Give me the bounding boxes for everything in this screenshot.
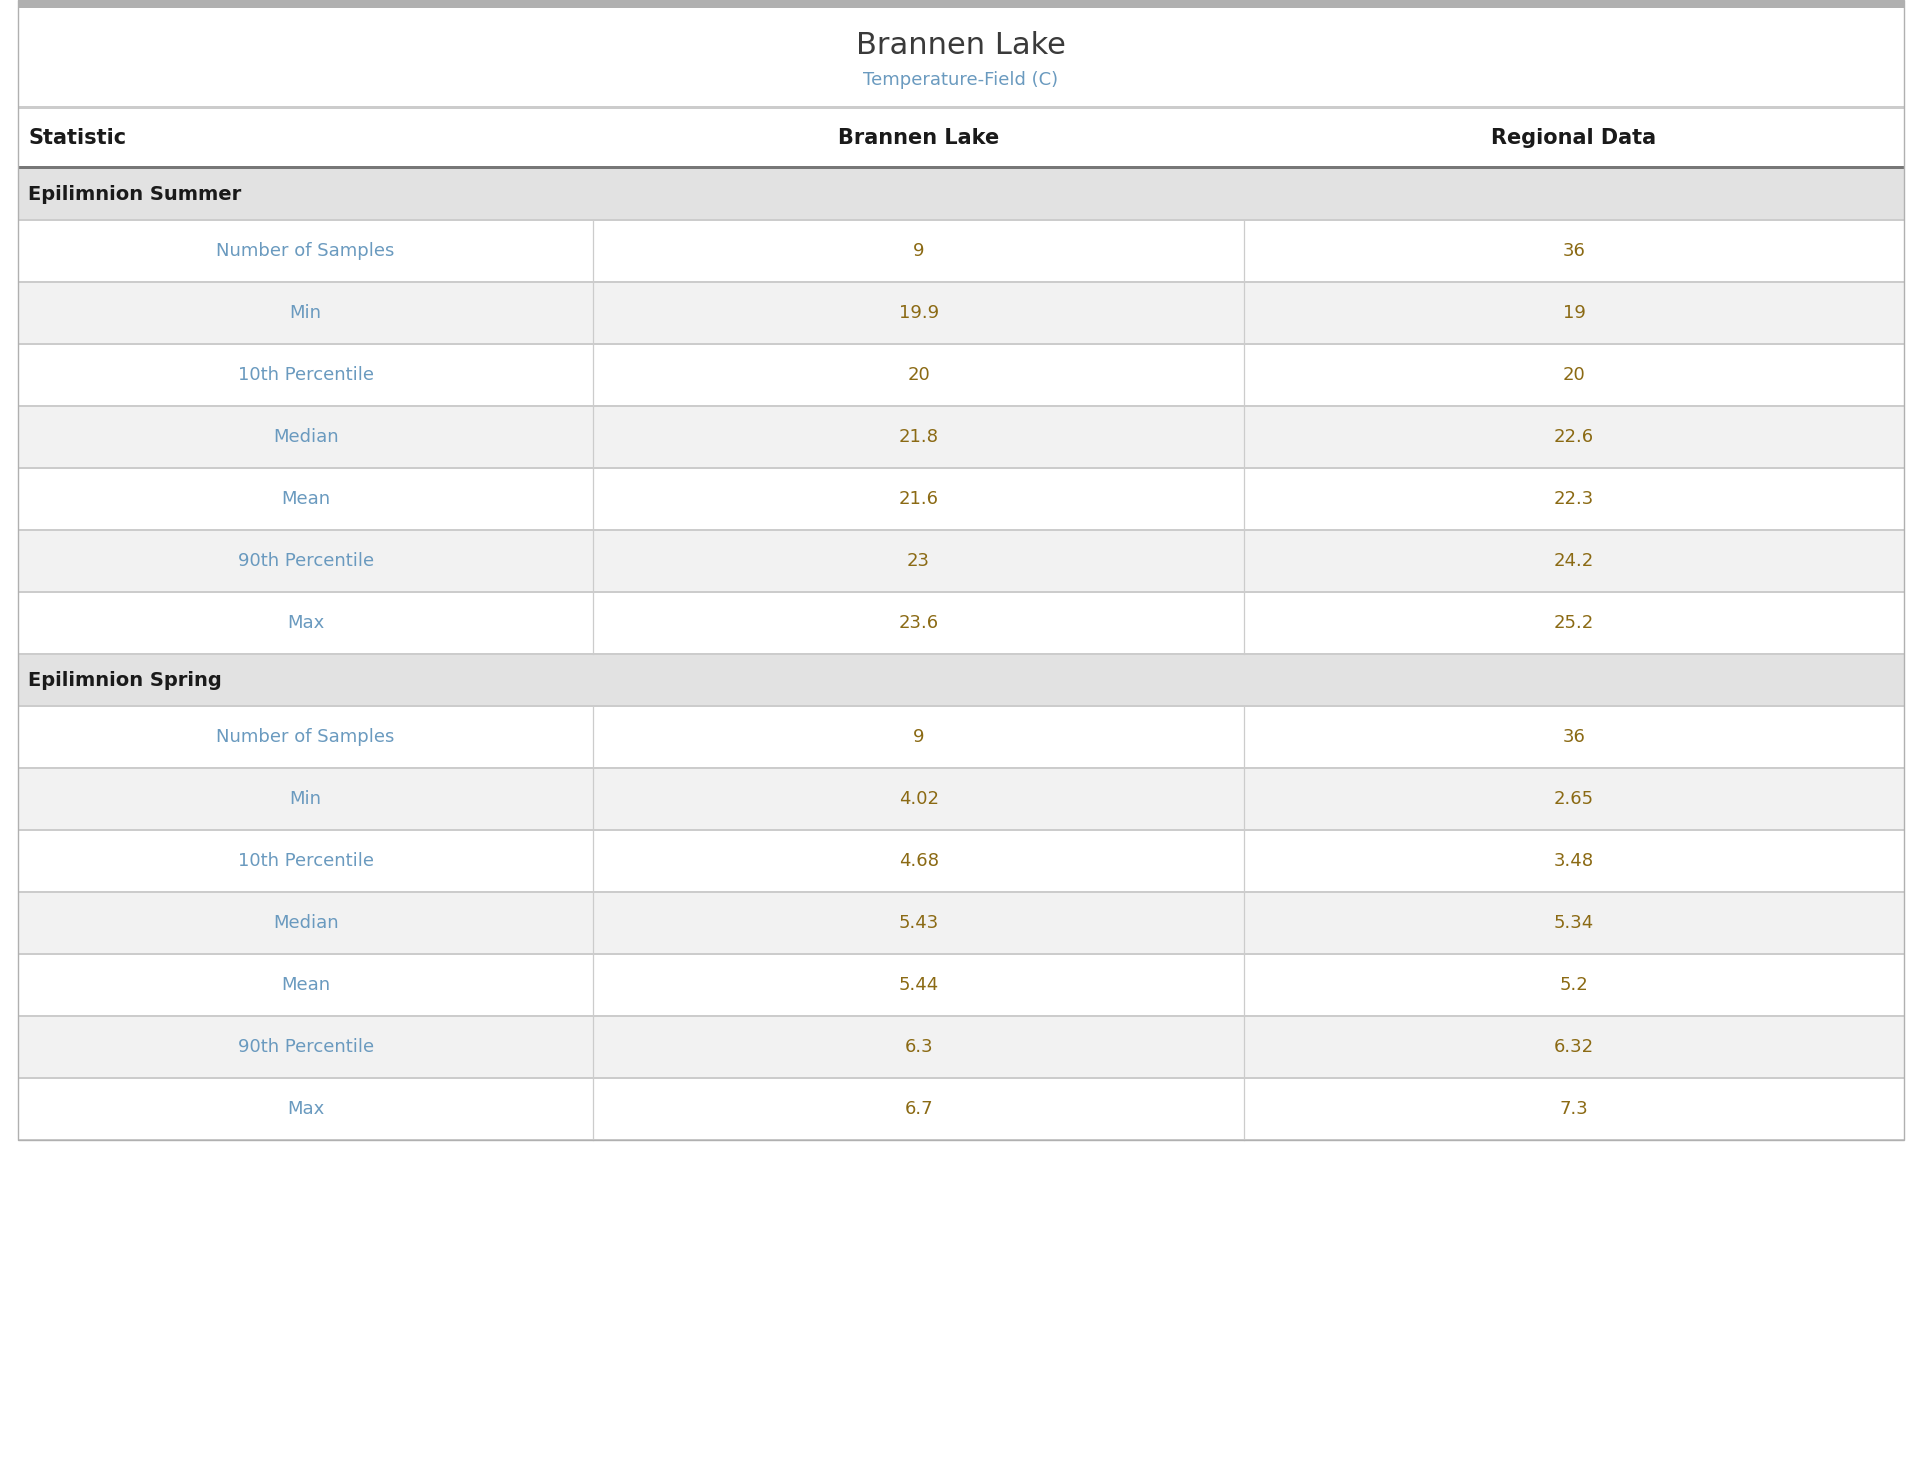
Bar: [17, 404, 1905, 406]
Bar: [17, 829, 1905, 831]
Text: 6.32: 6.32: [1553, 1038, 1593, 1056]
Text: 20: 20: [1563, 366, 1586, 384]
Text: 5.2: 5.2: [1559, 975, 1588, 994]
Text: Max: Max: [286, 615, 325, 632]
Text: 21.8: 21.8: [899, 428, 938, 445]
Bar: [17, 467, 1905, 469]
Bar: [17, 1016, 1905, 1077]
Text: Median: Median: [273, 914, 338, 931]
Bar: [17, 280, 1905, 282]
Text: 90th Percentile: 90th Percentile: [238, 552, 373, 569]
Text: 10th Percentile: 10th Percentile: [238, 853, 373, 870]
Text: 9: 9: [913, 729, 924, 746]
Bar: [17, 768, 1905, 829]
Bar: [17, 343, 1905, 345]
Bar: [17, 591, 1905, 654]
Text: Epilimnion Summer: Epilimnion Summer: [29, 184, 242, 203]
Text: Min: Min: [290, 790, 321, 807]
Bar: [17, 282, 1905, 345]
Bar: [17, 1077, 1905, 1140]
Text: 10th Percentile: 10th Percentile: [238, 366, 373, 384]
Bar: [17, 107, 1905, 110]
Bar: [17, 1077, 1905, 1079]
Text: Min: Min: [290, 304, 321, 323]
Text: 5.43: 5.43: [898, 914, 938, 931]
Text: 7.3: 7.3: [1559, 1099, 1588, 1118]
Text: 5.34: 5.34: [1553, 914, 1593, 931]
Text: 25.2: 25.2: [1553, 615, 1593, 632]
Text: 3.48: 3.48: [1553, 853, 1593, 870]
Bar: [17, 108, 1905, 168]
Bar: [17, 953, 1905, 955]
Bar: [17, 7, 1905, 108]
Bar: [17, 166, 1905, 169]
Text: Brannen Lake: Brannen Lake: [855, 32, 1067, 60]
Text: 24.2: 24.2: [1553, 552, 1593, 569]
Bar: [17, 1139, 1905, 1140]
Bar: [17, 469, 1905, 530]
Bar: [17, 707, 1905, 768]
Text: 20: 20: [907, 366, 930, 384]
Bar: [17, 529, 1905, 530]
Text: Temperature-Field (C): Temperature-Field (C): [863, 72, 1059, 89]
Text: 6.7: 6.7: [903, 1099, 932, 1118]
Bar: [17, 220, 1905, 282]
Text: 2.65: 2.65: [1553, 790, 1593, 807]
Bar: [17, 530, 1905, 591]
Text: Number of Samples: Number of Samples: [217, 729, 394, 746]
Bar: [17, 892, 1905, 953]
Text: Statistic: Statistic: [29, 128, 127, 147]
Bar: [17, 953, 1905, 1016]
Bar: [17, 653, 1905, 654]
Text: 19.9: 19.9: [898, 304, 938, 323]
Text: Mean: Mean: [281, 975, 331, 994]
Text: 36: 36: [1563, 242, 1586, 260]
Bar: [17, 168, 1905, 220]
Bar: [17, 705, 1905, 707]
Text: Regional Data: Regional Data: [1491, 128, 1657, 147]
Bar: [17, 591, 1905, 593]
Text: Epilimnion Spring: Epilimnion Spring: [29, 670, 221, 689]
Text: 4.68: 4.68: [899, 853, 938, 870]
Bar: [17, 766, 1905, 768]
Bar: [17, 1015, 1905, 1016]
Text: 23.6: 23.6: [898, 615, 938, 632]
Bar: [17, 219, 1905, 220]
Text: 19: 19: [1563, 304, 1586, 323]
Bar: [17, 0, 1905, 7]
Text: 90th Percentile: 90th Percentile: [238, 1038, 373, 1056]
Text: 22.6: 22.6: [1553, 428, 1593, 445]
Bar: [17, 345, 1905, 406]
Text: Mean: Mean: [281, 491, 331, 508]
Bar: [17, 654, 1905, 707]
Text: 4.02: 4.02: [899, 790, 938, 807]
Text: Number of Samples: Number of Samples: [217, 242, 394, 260]
Text: Max: Max: [286, 1099, 325, 1118]
Text: Brannen Lake: Brannen Lake: [838, 128, 999, 147]
Bar: [17, 829, 1905, 892]
Text: 6.3: 6.3: [903, 1038, 932, 1056]
Text: 22.3: 22.3: [1553, 491, 1593, 508]
Bar: [17, 891, 1905, 892]
Bar: [17, 0, 1905, 1140]
Text: 23: 23: [907, 552, 930, 569]
Text: 9: 9: [913, 242, 924, 260]
Text: 36: 36: [1563, 729, 1586, 746]
Text: 21.6: 21.6: [899, 491, 938, 508]
Bar: [17, 406, 1905, 469]
Text: 5.44: 5.44: [898, 975, 938, 994]
Text: Median: Median: [273, 428, 338, 445]
